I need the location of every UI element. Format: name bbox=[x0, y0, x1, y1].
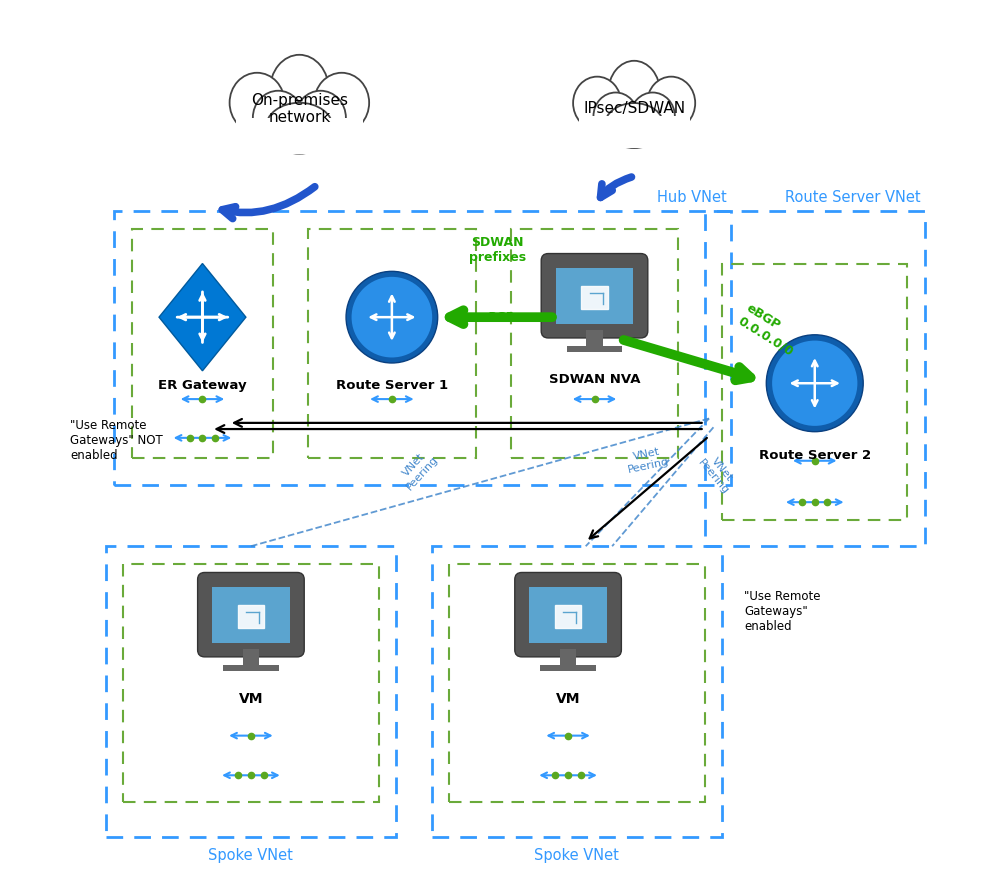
Circle shape bbox=[765, 335, 863, 432]
Text: SDWAN NVA: SDWAN NVA bbox=[549, 373, 640, 386]
Bar bbox=[448, 564, 704, 802]
Bar bbox=[540, 664, 595, 671]
Text: VM: VM bbox=[556, 692, 580, 706]
Bar bbox=[243, 648, 259, 666]
Ellipse shape bbox=[573, 77, 621, 130]
Text: VNet
Peering: VNet Peering bbox=[695, 450, 739, 497]
Bar bbox=[238, 605, 264, 628]
Polygon shape bbox=[158, 263, 246, 371]
Ellipse shape bbox=[604, 103, 663, 148]
FancyBboxPatch shape bbox=[541, 254, 647, 338]
Ellipse shape bbox=[608, 61, 659, 124]
Bar bbox=[308, 229, 475, 458]
Text: VM: VM bbox=[239, 692, 263, 706]
Circle shape bbox=[346, 271, 437, 363]
Ellipse shape bbox=[647, 77, 694, 130]
Ellipse shape bbox=[230, 73, 284, 133]
Bar bbox=[721, 264, 907, 520]
Text: VNet
Peering: VNet Peering bbox=[624, 446, 670, 475]
Bar bbox=[123, 564, 378, 802]
Bar bbox=[131, 229, 273, 458]
Bar bbox=[560, 648, 576, 666]
Circle shape bbox=[351, 277, 431, 358]
Text: ER Gateway: ER Gateway bbox=[158, 379, 247, 392]
Ellipse shape bbox=[593, 93, 637, 140]
Text: Route Server 1: Route Server 1 bbox=[335, 379, 447, 392]
Bar bbox=[114, 211, 730, 485]
Text: Spoke VNet: Spoke VNet bbox=[534, 848, 619, 862]
Text: On-premises
network: On-premises network bbox=[251, 93, 347, 125]
Bar bbox=[578, 116, 689, 148]
Text: Route Server VNet: Route Server VNet bbox=[784, 190, 920, 205]
Bar bbox=[581, 286, 607, 309]
Bar bbox=[236, 118, 362, 153]
Ellipse shape bbox=[630, 93, 674, 140]
Bar bbox=[431, 546, 721, 837]
FancyBboxPatch shape bbox=[515, 573, 621, 657]
Text: IPsec/SDWAN: IPsec/SDWAN bbox=[583, 100, 684, 116]
Ellipse shape bbox=[314, 73, 369, 133]
Text: VNet
Peering: VNet Peering bbox=[396, 447, 440, 492]
Bar bbox=[586, 329, 602, 347]
Ellipse shape bbox=[270, 55, 329, 127]
Bar bbox=[529, 587, 607, 643]
Ellipse shape bbox=[253, 91, 303, 144]
FancyBboxPatch shape bbox=[198, 573, 304, 657]
Bar bbox=[105, 546, 396, 837]
Text: Hub VNet: Hub VNet bbox=[656, 190, 726, 205]
Text: Route Server 2: Route Server 2 bbox=[758, 449, 870, 463]
Ellipse shape bbox=[265, 103, 333, 153]
Text: "Use Remote
Gateways" NOT
enabled: "Use Remote Gateways" NOT enabled bbox=[70, 419, 162, 462]
Text: SDWAN
prefixes: SDWAN prefixes bbox=[468, 236, 526, 264]
Bar bbox=[704, 211, 924, 546]
Text: eBGP: eBGP bbox=[480, 312, 514, 322]
Bar bbox=[566, 345, 622, 352]
Bar bbox=[555, 268, 633, 324]
Circle shape bbox=[771, 341, 857, 426]
Text: eBGP
0.0.0.0/0: eBGP 0.0.0.0/0 bbox=[735, 302, 802, 359]
Text: "Use Remote
Gateways"
enabled: "Use Remote Gateways" enabled bbox=[743, 590, 820, 633]
Ellipse shape bbox=[295, 91, 346, 144]
Bar bbox=[555, 605, 581, 628]
Text: Spoke VNet: Spoke VNet bbox=[209, 848, 293, 862]
Bar bbox=[511, 229, 677, 458]
Bar bbox=[212, 587, 290, 643]
Bar bbox=[223, 664, 279, 671]
